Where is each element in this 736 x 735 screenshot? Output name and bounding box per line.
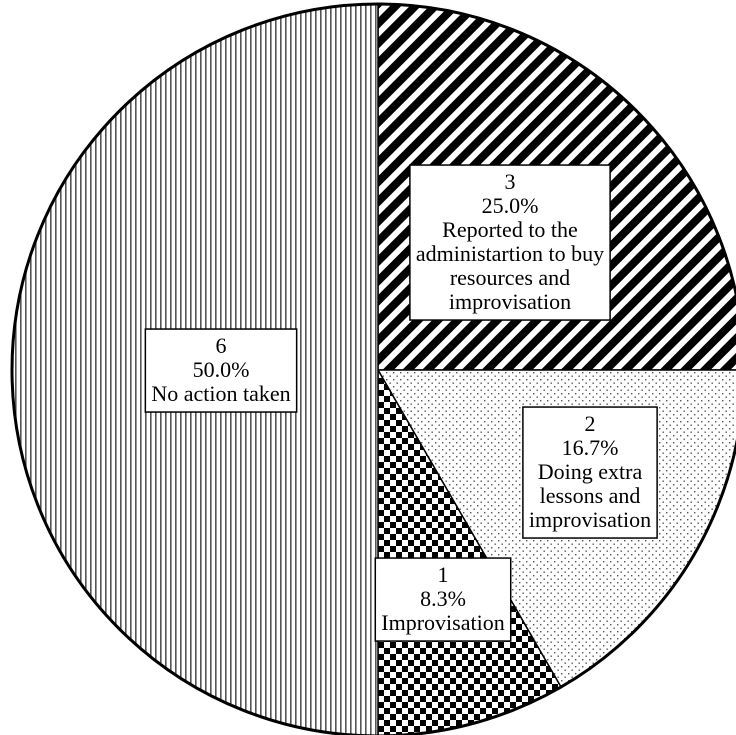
slice-count: 6 <box>216 333 227 358</box>
slice-percent: 16.7% <box>562 435 619 460</box>
slice-count: 1 <box>438 562 449 587</box>
slice-count: 2 <box>585 411 596 436</box>
slice-label-line: lessons and <box>540 483 641 508</box>
slice-percent: 8.3% <box>420 586 466 611</box>
slice-label-line: No action taken <box>151 381 290 406</box>
pie-slices <box>11 3 736 735</box>
slice-label-line: administartion to buy <box>416 241 604 266</box>
slice-label-box <box>144 328 298 413</box>
slice-label-box <box>522 406 658 539</box>
slice-count: 3 <box>505 169 516 194</box>
pie-outline <box>10 2 736 735</box>
slice-label-line: Improvisation <box>381 610 504 635</box>
slice-label-line: improvisation <box>449 289 571 314</box>
slice-label-line: Reported to the <box>442 217 578 242</box>
slice-label-3: 18.3%Improvisation <box>374 557 512 642</box>
slice-label-box <box>409 164 611 321</box>
slice-label-line: resources and <box>450 265 570 290</box>
slice-label-4: 650.0%No action taken <box>144 328 298 413</box>
slice-label-box <box>374 557 512 642</box>
slice-label-line: Doing extra <box>538 459 643 484</box>
slice-percent: 25.0% <box>482 193 539 218</box>
slice-percent: 50.0% <box>193 357 250 382</box>
slice-label-line: improvisation <box>529 507 651 532</box>
